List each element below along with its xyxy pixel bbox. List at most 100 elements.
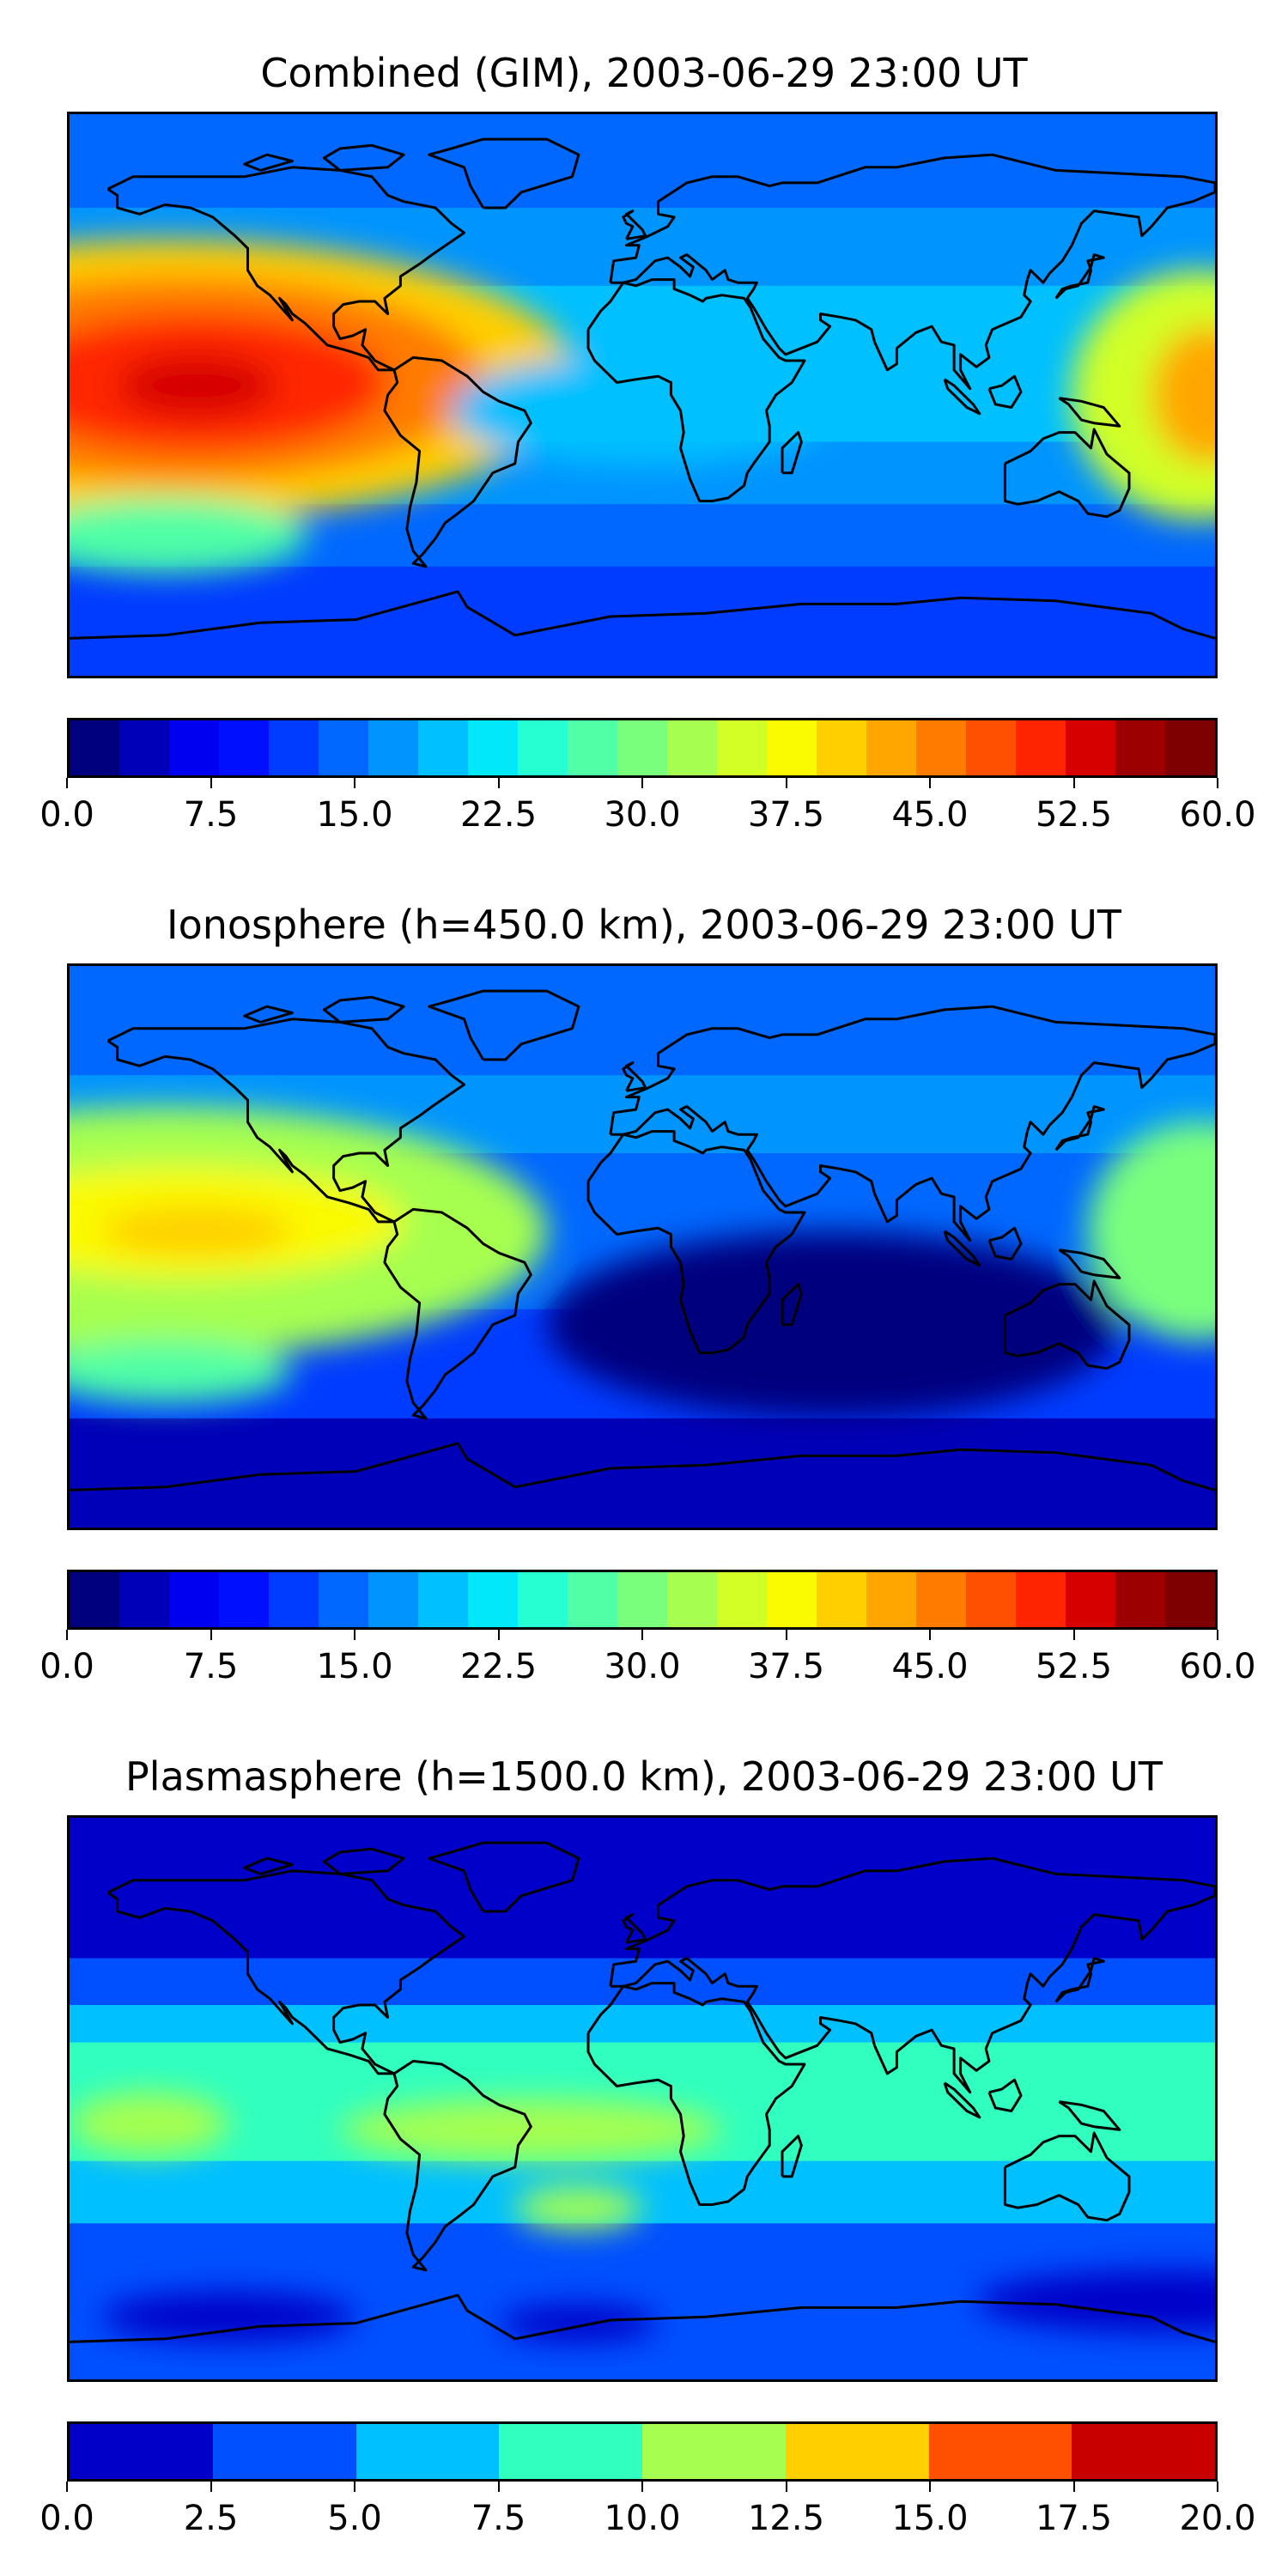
colorbar-tick-mark xyxy=(641,778,643,788)
colorbar-segment xyxy=(916,720,966,775)
colorbar-tick-label: 12.5 xyxy=(747,2499,825,2538)
colorbar-segment xyxy=(966,720,1016,775)
map-combined xyxy=(67,112,1218,678)
panel-title-plasmasphere: Plasmasphere (h=1500.0 km), 2003-06-29 2… xyxy=(125,1753,1163,1800)
colorbar-segment xyxy=(319,720,368,775)
colorbar-tick-mark xyxy=(1217,1630,1218,1640)
colorbar-tick-mark xyxy=(1072,2482,1075,2492)
colorbar-tick-mark xyxy=(1217,778,1218,788)
coastline xyxy=(1054,1957,1105,2003)
colorbar-segment xyxy=(1115,720,1165,775)
tec-band xyxy=(70,2005,1215,2044)
colorbar-segment xyxy=(1165,1572,1215,1627)
coastline xyxy=(586,1130,806,1354)
colorbar-segment xyxy=(568,1572,617,1627)
colorbar-tick-label: 37.5 xyxy=(747,795,825,835)
coastline xyxy=(70,590,1215,640)
colorbar-tick-mark xyxy=(1072,1630,1075,1640)
tec-contour xyxy=(101,1206,293,1256)
colorbar-segment xyxy=(617,1572,667,1627)
coastline xyxy=(243,153,294,172)
coastline xyxy=(943,378,981,416)
colorbar-tick-label: 52.5 xyxy=(1035,1647,1113,1686)
colorbar-tick-mark xyxy=(1217,2482,1218,2492)
colorbar-tick-mark xyxy=(785,778,787,788)
colorbar-ticks-combined: 0.0 7.5 15.0 22.5 30.0 37.5 45.0 52.5 60.0 xyxy=(39,778,1256,838)
colorbar-segment xyxy=(119,720,169,775)
colorbar-segment xyxy=(468,720,518,775)
map-svg-combined xyxy=(70,114,1215,676)
colorbar-tick-mark xyxy=(354,778,355,788)
map-svg-ionosphere xyxy=(70,966,1215,1528)
coastline xyxy=(622,1913,647,1944)
coastline xyxy=(70,1442,1215,1492)
colorbar-tick-label: 37.5 xyxy=(747,1647,825,1686)
colorbar-segment xyxy=(817,1572,866,1627)
colorbar-tick-mark xyxy=(66,1630,68,1640)
colorbar-segment xyxy=(269,720,319,775)
colorbar-segment xyxy=(169,1572,219,1627)
colorbar-segment xyxy=(785,2424,929,2479)
tec-contour xyxy=(499,2304,659,2342)
colorbar-segment xyxy=(70,2424,213,2479)
colorbar-tick-mark xyxy=(1072,778,1075,788)
panel-title-ionosphere: Ionosphere (h=450.0 km), 2003-06-29 23:0… xyxy=(167,902,1121,948)
colorbar-segment xyxy=(518,720,568,775)
colorbar-tick-mark xyxy=(641,1630,643,1640)
colorbar-tick-mark xyxy=(66,2482,68,2492)
coastline xyxy=(106,1018,465,1224)
colorbar-segment xyxy=(617,720,667,775)
colorbar-segment xyxy=(418,1572,468,1627)
colorbar-segment xyxy=(70,1572,119,1627)
coastline xyxy=(943,1230,981,1267)
colorbar-tick-label: 15.0 xyxy=(316,795,393,835)
map-plasmasphere xyxy=(67,1815,1218,2382)
coastline xyxy=(987,374,1023,409)
colorbar-segment xyxy=(866,1572,916,1627)
colorbar-tick-label: 60.0 xyxy=(1179,1647,1256,1686)
coastline xyxy=(1054,1105,1105,1151)
coastline xyxy=(1058,2100,1121,2131)
coastline xyxy=(383,2059,532,2272)
colorbar-segment xyxy=(916,1572,966,1627)
tec-field xyxy=(70,239,1215,574)
colorbar-segment xyxy=(319,1572,368,1627)
colorbar-segment xyxy=(355,2424,500,2479)
colorbar-segment xyxy=(1165,720,1215,775)
tec-contour xyxy=(70,2092,229,2155)
coastline xyxy=(428,989,580,1061)
colorbar-combined xyxy=(67,718,1218,778)
coastline xyxy=(383,1207,532,1420)
coastline xyxy=(383,355,532,568)
tec-band xyxy=(70,2223,1215,2271)
colorbar-segment xyxy=(1115,1572,1165,1627)
coastline xyxy=(609,1856,1215,2094)
tec-contour xyxy=(339,2099,722,2161)
colorbar-tick-label: 0.0 xyxy=(39,1647,94,1686)
colorbar-tick-mark xyxy=(929,778,931,788)
coastline xyxy=(943,2081,981,2119)
tec-contour xyxy=(1151,326,1215,464)
colorbar-tick-mark xyxy=(929,1630,931,1640)
colorbar-tick-mark xyxy=(785,1630,787,1640)
coastline xyxy=(622,210,647,240)
colorbar-tick-label: 7.5 xyxy=(183,795,239,835)
tec-band xyxy=(70,1818,1215,1959)
colorbar-tick-label: 45.0 xyxy=(891,1647,969,1686)
tec-contour xyxy=(514,2185,643,2230)
coastline xyxy=(322,143,405,172)
colorbar-tick-label: 10.0 xyxy=(604,2499,681,2538)
map-svg-plasmasphere xyxy=(70,1818,1215,2379)
colorbar-segment xyxy=(418,720,468,775)
colorbar-segment xyxy=(817,720,866,775)
tec-contour xyxy=(451,354,834,467)
coastline xyxy=(106,1869,465,2075)
colorbar-segment xyxy=(269,1572,319,1627)
colorbar-segment xyxy=(767,1572,817,1627)
coastline xyxy=(428,1841,580,1913)
colorbar-segment xyxy=(219,1572,269,1627)
coastline xyxy=(322,995,405,1024)
colorbar-segment xyxy=(1016,720,1066,775)
coastline xyxy=(586,278,806,502)
panel-title-combined: Combined (GIM), 2003-06-29 23:00 UT xyxy=(260,50,1028,96)
